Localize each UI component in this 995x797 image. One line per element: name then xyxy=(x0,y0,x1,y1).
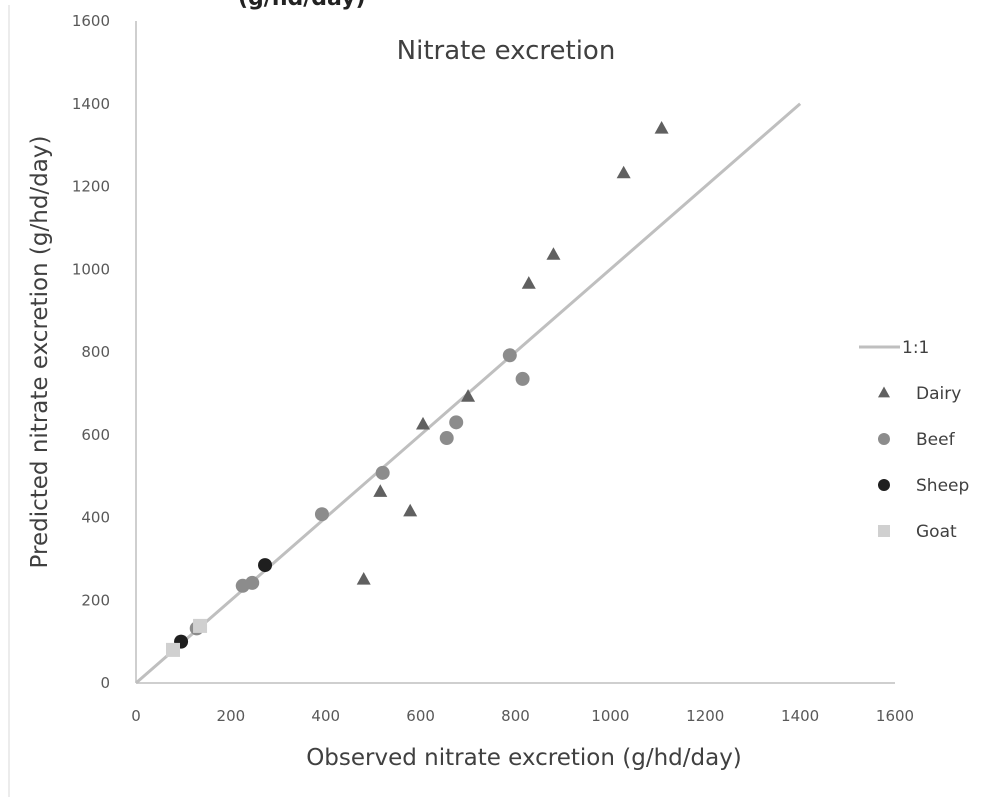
dairy-point xyxy=(546,247,561,260)
legend-label-beef: Beef xyxy=(916,430,956,450)
x-tick-label: 1200 xyxy=(686,707,724,725)
y-tick-label: 1200 xyxy=(72,178,110,196)
dairy-point xyxy=(616,165,631,179)
beef-point xyxy=(375,465,390,480)
beef-point xyxy=(502,348,517,363)
x-tick-label: 1000 xyxy=(591,707,629,725)
legend-label-dairy: Dairy xyxy=(916,384,961,404)
legend-swatch-goat xyxy=(878,525,890,537)
x-tick-label: 400 xyxy=(311,707,340,725)
dairy-point xyxy=(356,572,371,585)
beef-point xyxy=(439,431,454,446)
clipped-header-fragment: (g/hd/day) xyxy=(238,0,366,11)
beef-point xyxy=(245,575,260,590)
y-tick-label: 200 xyxy=(81,591,110,609)
x-axis-label: Observed nitrate excretion (g/hd/day) xyxy=(306,745,742,771)
goat-point xyxy=(166,642,181,657)
axes xyxy=(135,21,895,684)
dairy-point xyxy=(521,276,536,289)
legend-swatch-dairy xyxy=(878,386,890,398)
dairy-point xyxy=(373,484,388,497)
data-points xyxy=(166,121,669,657)
y-tick-label: 600 xyxy=(81,426,110,444)
dairy-point xyxy=(654,121,669,134)
beef-point xyxy=(515,371,530,386)
legend-label-sheep: Sheep xyxy=(916,476,969,496)
legend: 1:1 Dairy Beef Sheep Goat xyxy=(859,338,969,542)
beef-point xyxy=(314,507,329,522)
y-tick-labels: 0 200 400 600 800 1000 1200 1400 1600 xyxy=(72,12,110,692)
x-tick-label: 600 xyxy=(406,707,435,725)
y-tick-label: 400 xyxy=(81,509,110,527)
y-tick-label: 0 xyxy=(100,674,110,692)
dairy-point xyxy=(403,503,418,517)
y-tick-label: 1000 xyxy=(72,260,110,278)
x-tick-label: 0 xyxy=(131,707,141,725)
x-tick-label: 800 xyxy=(501,707,530,725)
x-tick-labels: 0 200 400 600 800 1000 1200 1400 1600 xyxy=(131,707,914,725)
chart-title: Nitrate excretion xyxy=(397,36,616,66)
goat-point xyxy=(193,618,208,633)
dairy-point xyxy=(461,389,476,402)
x-tick-label: 1600 xyxy=(876,707,914,725)
sheep-point xyxy=(258,558,273,573)
y-tick-label: 800 xyxy=(81,343,110,361)
beef-point xyxy=(449,415,464,430)
legend-label-goat: Goat xyxy=(916,522,957,542)
legend-swatch-beef xyxy=(878,433,890,445)
y-axis-label: Predicted nitrate excretion (g/hd/day) xyxy=(27,136,53,569)
dairy-point xyxy=(415,416,430,430)
x-tick-label: 1400 xyxy=(781,707,819,725)
x-tick-label: 200 xyxy=(217,707,246,725)
legend-swatch-sheep xyxy=(878,479,890,491)
legend-label-1to1: 1:1 xyxy=(902,338,929,358)
y-tick-label: 1600 xyxy=(72,12,110,30)
y-tick-label: 1400 xyxy=(72,95,110,113)
